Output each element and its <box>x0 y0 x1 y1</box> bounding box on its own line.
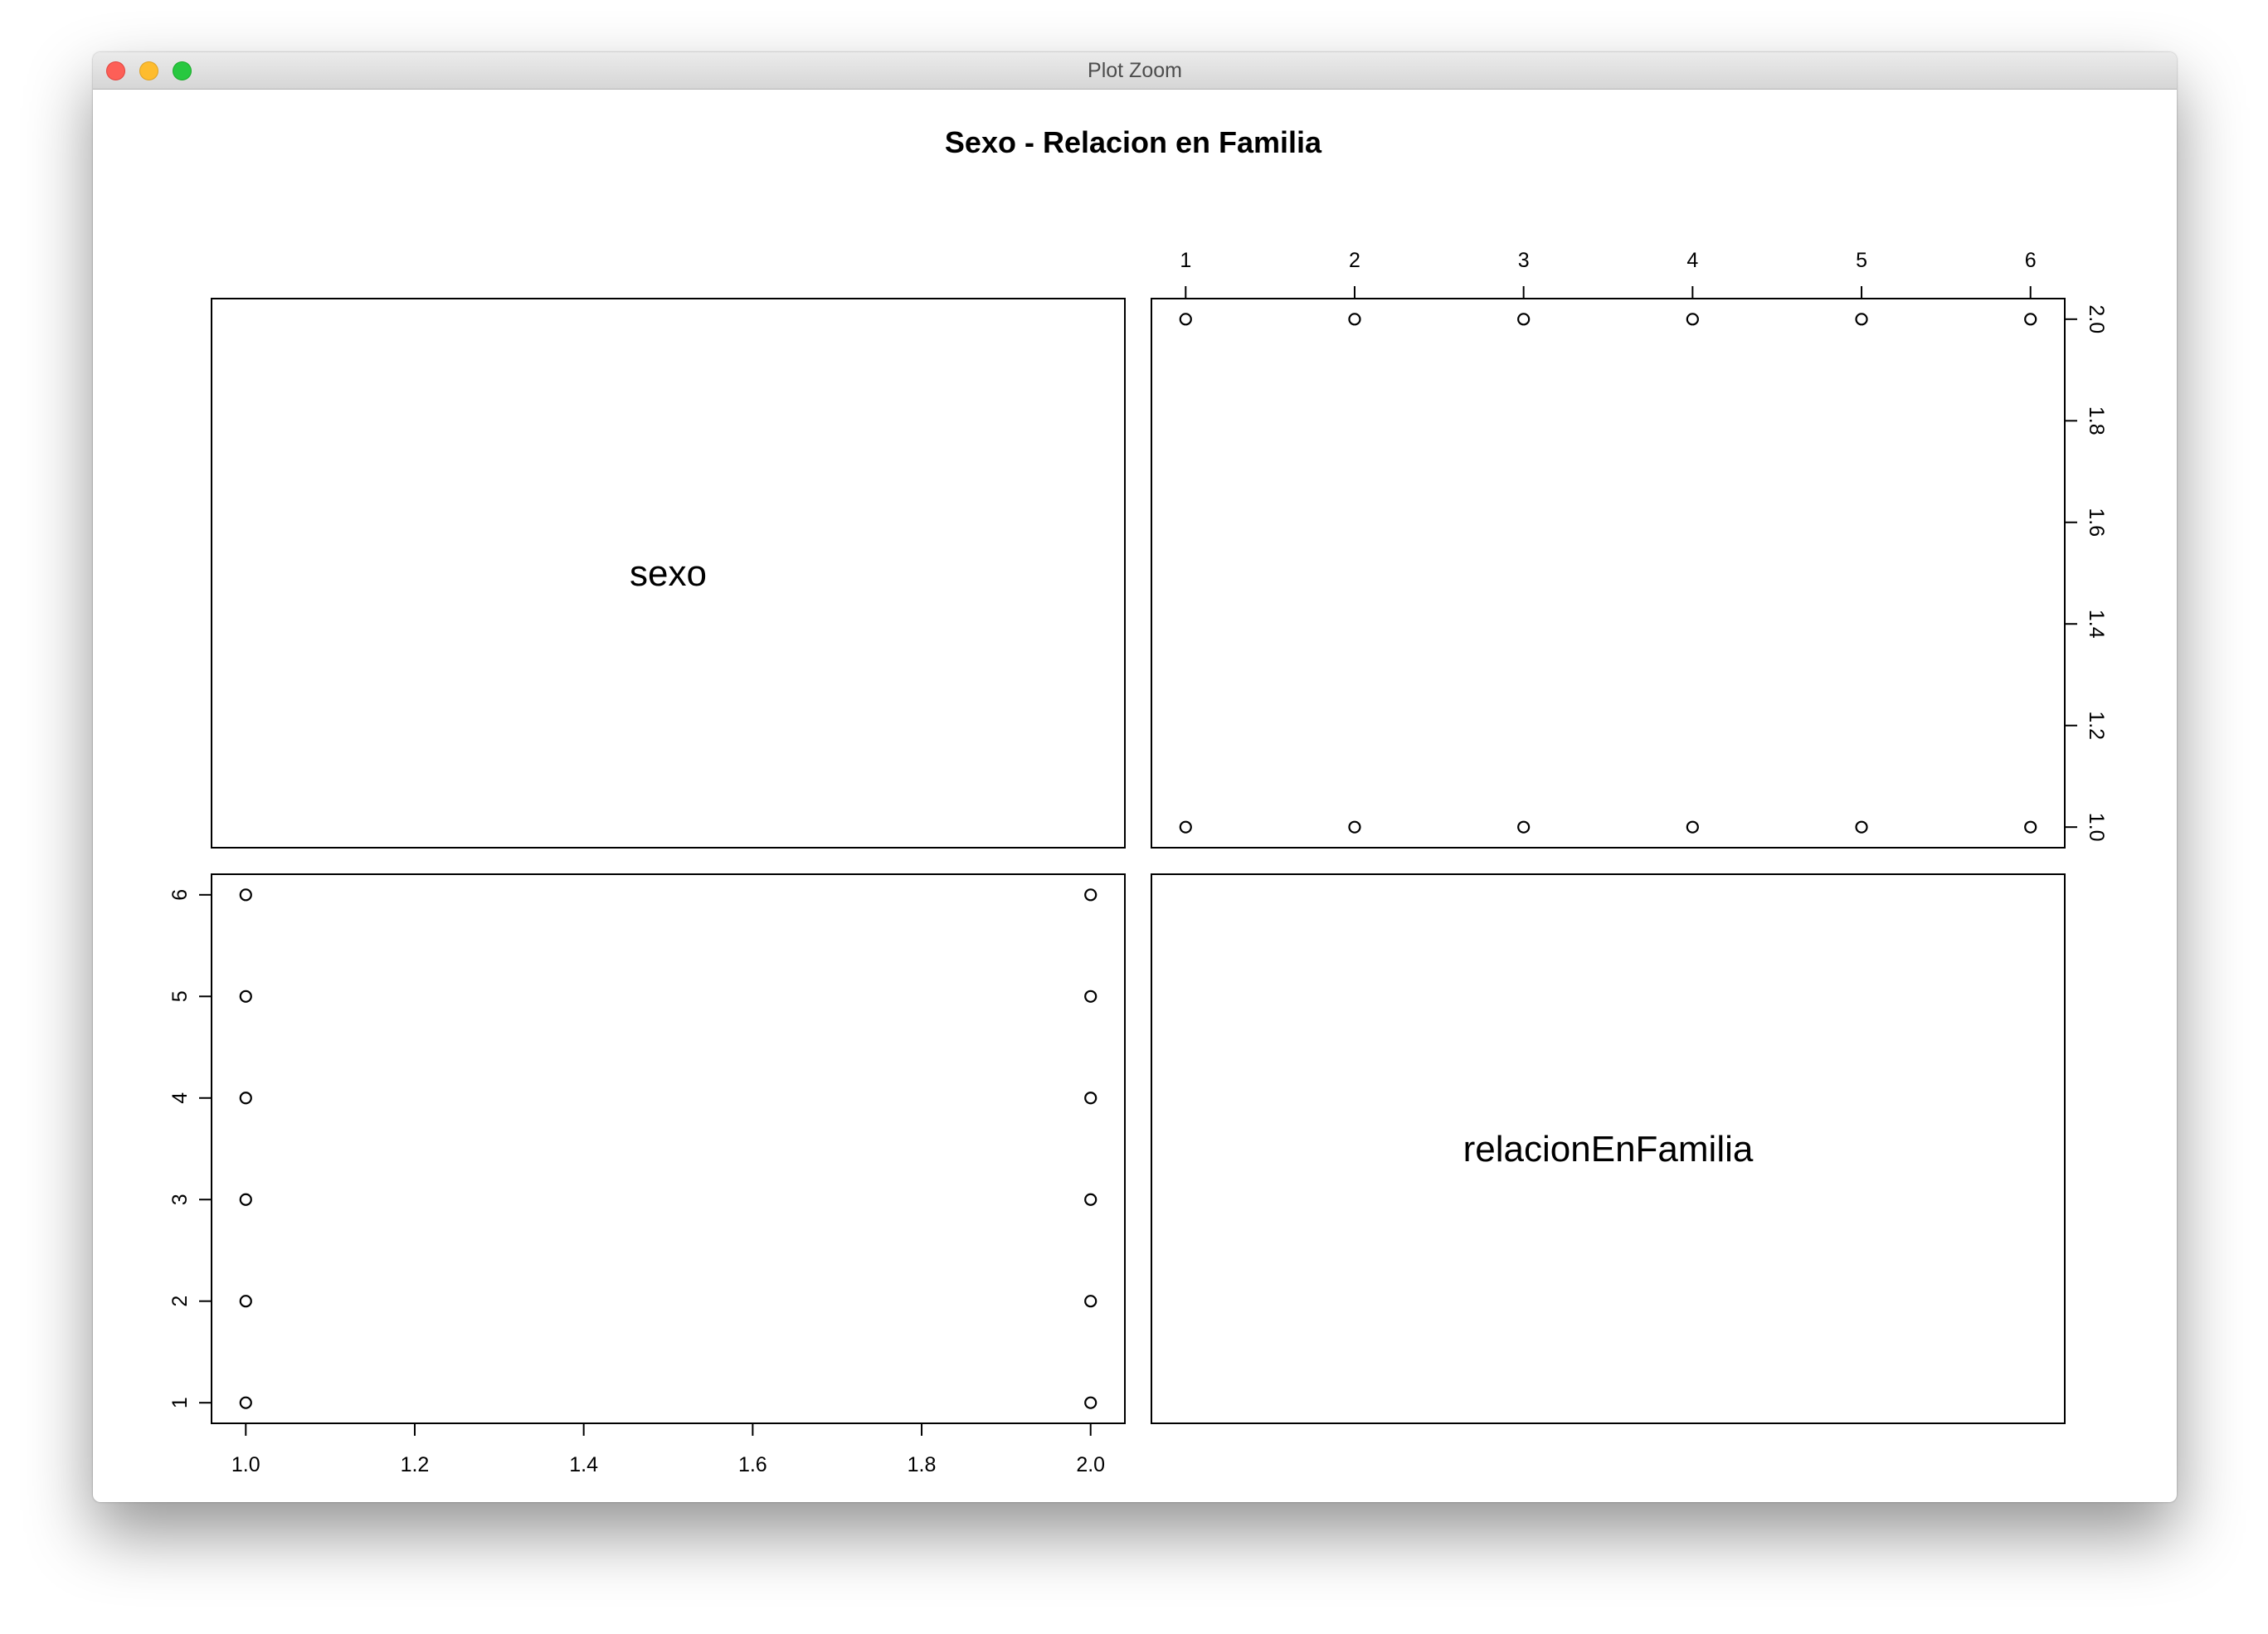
right-axis-tick-label: 1.2 <box>2085 711 2108 740</box>
chart-title: Sexo - Relacion en Familia <box>945 125 1322 159</box>
panel-frame <box>211 298 1126 849</box>
data-point <box>1855 313 1868 326</box>
data-point <box>239 1193 252 1206</box>
data-point <box>1179 313 1192 326</box>
title-bar: Plot Zoom <box>93 52 2177 90</box>
bottom-axis-tick-label: 1.6 <box>738 1453 767 1476</box>
variable-label: sexo <box>630 553 707 594</box>
data-point <box>1686 820 1699 834</box>
data-point <box>239 1396 252 1409</box>
data-point <box>1084 1295 1097 1308</box>
data-point <box>1084 888 1097 902</box>
panel-frame <box>1151 298 2066 849</box>
panel-frame <box>1151 873 2066 1424</box>
bottom-axis-tick-label: 1.0 <box>231 1453 260 1476</box>
left-axis-tick-label: 4 <box>168 1092 192 1104</box>
top-axis-tick-label: 4 <box>1686 249 1698 272</box>
data-point <box>1084 990 1097 1003</box>
bottom-axis-tick-label: 1.4 <box>569 1453 598 1476</box>
data-point <box>239 1295 252 1308</box>
plot-area: Sexo - Relacion en Familia sexo relacionE… <box>93 90 2177 1502</box>
left-axis-tick-label: 2 <box>168 1296 192 1307</box>
data-point <box>2024 313 2037 326</box>
data-point <box>239 990 252 1003</box>
left-axis-tick-label: 6 <box>168 889 192 901</box>
top-axis-tick-label: 5 <box>1856 249 1867 272</box>
data-point <box>1686 313 1699 326</box>
window-title: Plot Zoom <box>1088 59 1182 82</box>
bottom-axis-tick-label: 2.0 <box>1076 1453 1105 1476</box>
data-point <box>1855 820 1868 834</box>
right-axis-tick-label: 1.0 <box>2085 813 2108 842</box>
plot-zoom-window: Plot Zoom Sexo - Relacion en Familia sex… <box>93 52 2177 1502</box>
data-point <box>1084 1396 1097 1409</box>
data-point <box>1348 820 1361 834</box>
right-axis-tick-label: 1.4 <box>2085 610 2108 639</box>
data-point <box>1179 820 1192 834</box>
bottom-axis-tick-label: 1.2 <box>401 1453 430 1476</box>
minimize-button[interactable] <box>139 61 158 80</box>
right-axis-tick-label: 1.6 <box>2085 508 2108 537</box>
top-axis-tick-label: 6 <box>2025 249 2037 272</box>
top-axis-tick-label: 3 <box>1518 249 1530 272</box>
top-axis-tick-label: 1 <box>1180 249 1191 272</box>
data-point <box>1348 313 1361 326</box>
zoom-button[interactable] <box>173 61 192 80</box>
pairs-plot: Sexo - Relacion en Familia sexo relacionE… <box>168 125 2108 1476</box>
top-axis-tick-label: 2 <box>1349 249 1360 272</box>
data-point <box>1084 1092 1097 1105</box>
data-point <box>1517 820 1531 834</box>
data-point <box>1517 313 1531 326</box>
data-point <box>239 888 252 902</box>
data-point <box>1084 1193 1097 1206</box>
bottom-axis-tick-label: 1.8 <box>908 1453 937 1476</box>
data-point <box>239 1092 252 1105</box>
panel-frame <box>211 873 1126 1424</box>
left-axis-tick-label: 1 <box>168 1397 192 1408</box>
left-axis-tick-label: 5 <box>168 990 192 1002</box>
right-axis-tick-label: 2.0 <box>2085 304 2108 333</box>
left-axis-tick-label: 3 <box>168 1194 192 1205</box>
variable-label: relacionEnFamilia <box>1463 1129 1754 1170</box>
close-button[interactable] <box>106 61 125 80</box>
data-point <box>2024 820 2037 834</box>
right-axis-tick-label: 1.8 <box>2085 406 2108 435</box>
